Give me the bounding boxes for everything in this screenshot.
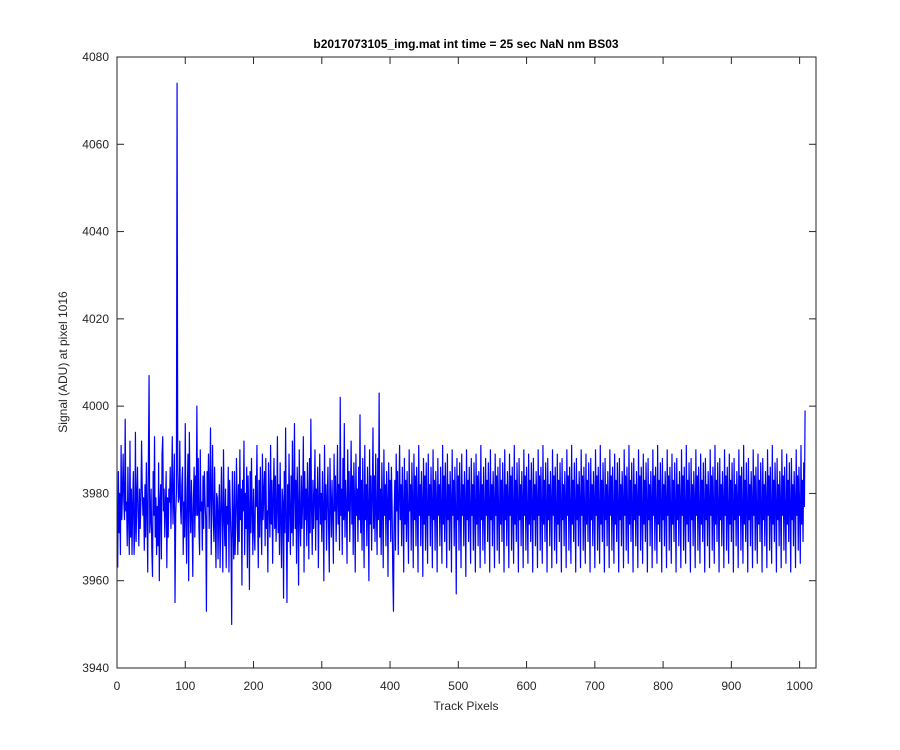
y-tick-label: 3960 (82, 574, 109, 588)
x-tick-label: 0 (114, 679, 121, 693)
x-tick-label: 600 (517, 679, 537, 693)
y-tick-label: 3980 (82, 486, 109, 500)
axes-box (116, 56, 817, 669)
y-axis-label: Signal (ADU) at pixel 1016 (56, 291, 70, 433)
y-tick-label: 4040 (82, 225, 109, 239)
y-tick-label: 4000 (82, 399, 109, 413)
x-tick-label: 300 (312, 679, 332, 693)
series-layer (117, 82, 806, 625)
x-tick-label: 200 (244, 679, 264, 693)
y-tick-label: 4080 (82, 50, 109, 64)
y-tick-label: 4060 (82, 137, 109, 151)
x-axis-label: Track Pixels (434, 699, 499, 713)
y-tick-label: 4020 (82, 312, 109, 326)
y-axis: 3940 3960 3980 4000 4020 4040 4060 4080 (82, 50, 816, 675)
x-tick-label: 800 (653, 679, 673, 693)
x-tick-label: 100 (175, 679, 195, 693)
x-tick-label: 900 (721, 679, 741, 693)
x-tick-label: 500 (448, 679, 468, 693)
series-line-0 (117, 82, 806, 625)
chart-title: b2017073105_img.mat int time = 25 sec Na… (313, 37, 618, 51)
x-tick-label: 1000 (786, 679, 813, 693)
x-tick-label: 700 (585, 679, 605, 693)
x-axis: 0 100 200 300 400 500 600 700 800 900 1000 (114, 57, 813, 693)
plot-area (117, 57, 816, 668)
y-tick-label: 3940 (82, 661, 109, 675)
x-tick-label: 400 (380, 679, 400, 693)
